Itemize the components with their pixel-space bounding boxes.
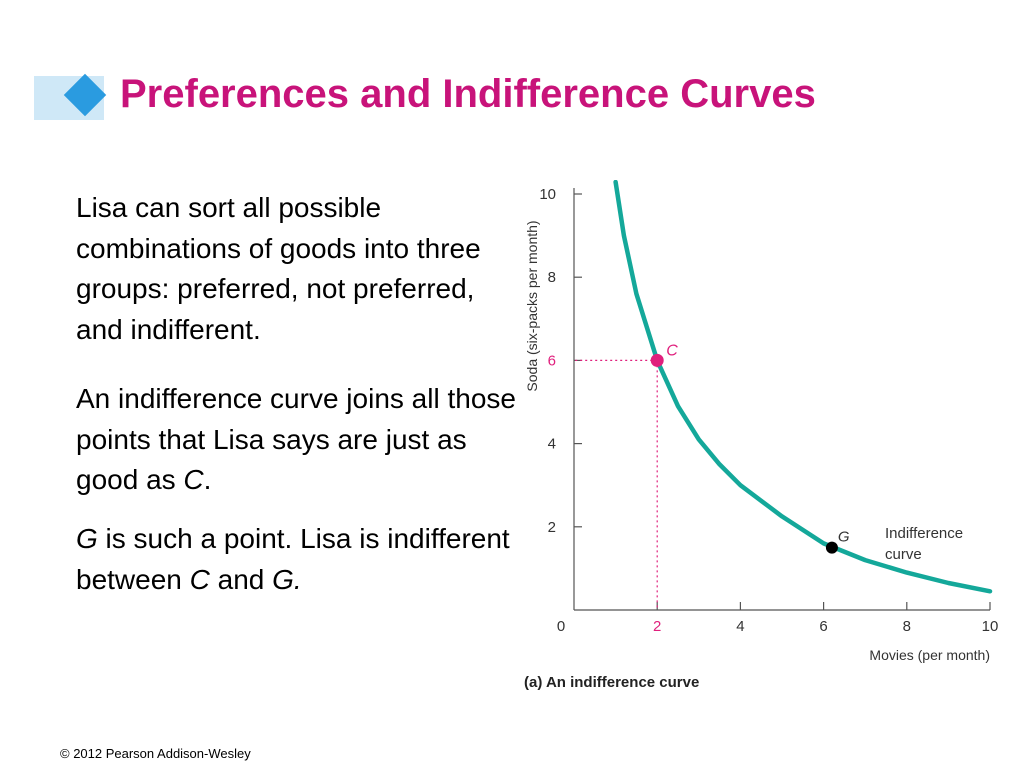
paragraph-2-end: . [203, 464, 212, 495]
paragraph-3-and: and [209, 563, 273, 595]
y-axis-label: Soda (six-packs per month) [524, 220, 540, 391]
paragraph-1: Lisa can sort all possible combinations … [76, 192, 481, 345]
paragraph-3-point-g: G [76, 523, 98, 554]
point-g-label: G [838, 529, 850, 546]
paragraph-3-point-c: C [189, 563, 210, 595]
point-g-marker [825, 541, 838, 554]
copyright-footer: © 2012 Pearson Addison-Wesley [60, 746, 251, 761]
paragraph-2-text: An indifference curve joins all those po… [76, 383, 516, 495]
x-tick-label: 6 [819, 618, 827, 635]
curve-label-line-1: Indifference [885, 525, 963, 542]
paragraph-3: G is such a point. Lisa is indifferent b… [76, 519, 516, 600]
paragraph-2-point-c: C [183, 464, 204, 495]
paragraph-3-text: is such a point. Lisa is indifferent bet… [76, 523, 510, 595]
y-tick-label: 2 [548, 519, 556, 536]
paragraph-2: An indifference curve joins all those po… [76, 379, 516, 501]
chart-caption: (a) An indifference curve [524, 674, 699, 691]
x-tick-label: 0 [557, 618, 565, 635]
y-tick-label: 4 [548, 436, 556, 453]
y-tick-label: 6 [548, 352, 556, 369]
point-c-marker [650, 353, 664, 367]
indifference-chart: 0 2 4 6 8 10 2 4 6 8 10 Movies (per month) Soda (six… [524, 180, 999, 691]
page-title: Preferences and Indifference Curves [120, 72, 816, 116]
x-axis-label: Movies (per month) [869, 647, 990, 663]
x-tick-label: 4 [736, 618, 744, 635]
point-c-label: C [666, 342, 678, 359]
indifference-curve-line [613, 180, 993, 594]
x-tick-label: 2 [653, 618, 661, 635]
y-tick-label: 8 [548, 269, 556, 286]
paragraph-3-point-g2: G. [272, 563, 302, 595]
curve-label-line-2: curve [885, 546, 922, 563]
x-tick-label: 8 [903, 618, 911, 635]
x-tick-label: 10 [982, 618, 999, 635]
y-tick-label: 10 [539, 186, 556, 203]
